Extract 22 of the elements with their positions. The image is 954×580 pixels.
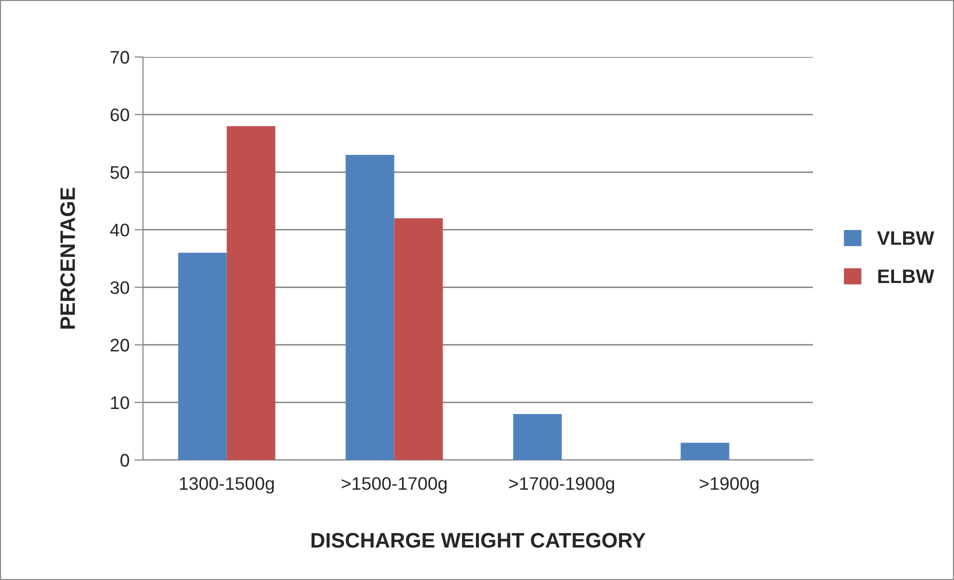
y-tick-label: 10 bbox=[111, 396, 130, 410]
bar bbox=[178, 252, 227, 460]
y-tick-label: 50 bbox=[110, 166, 130, 179]
y-tick-label: 70 bbox=[110, 50, 130, 64]
bar bbox=[226, 126, 276, 460]
legend-label: VLBW bbox=[877, 231, 934, 245]
legend-label: ELBW bbox=[878, 270, 934, 283]
y-tick-label: 0 bbox=[120, 454, 130, 467]
x-tick-label: 1300-1500g bbox=[180, 477, 274, 494]
bar bbox=[680, 442, 730, 460]
y-tick-label: 40 bbox=[110, 224, 130, 236]
y-tick-label: 30 bbox=[110, 281, 130, 294]
bar bbox=[394, 218, 443, 460]
y-axis-title: PERCENTAGE bbox=[60, 188, 76, 329]
x-tick-label: >1500-1700g bbox=[342, 477, 447, 494]
x-tick-label: >1700-1900g bbox=[509, 477, 614, 494]
bar bbox=[346, 154, 394, 460]
y-tick-label: 20 bbox=[110, 338, 130, 352]
bar bbox=[513, 414, 562, 460]
y-tick-label: 60 bbox=[110, 108, 130, 122]
x-tick-label: >1900g bbox=[700, 477, 758, 494]
x-axis-title: DISCHARGE WEIGHT CATEGORY bbox=[312, 532, 646, 548]
